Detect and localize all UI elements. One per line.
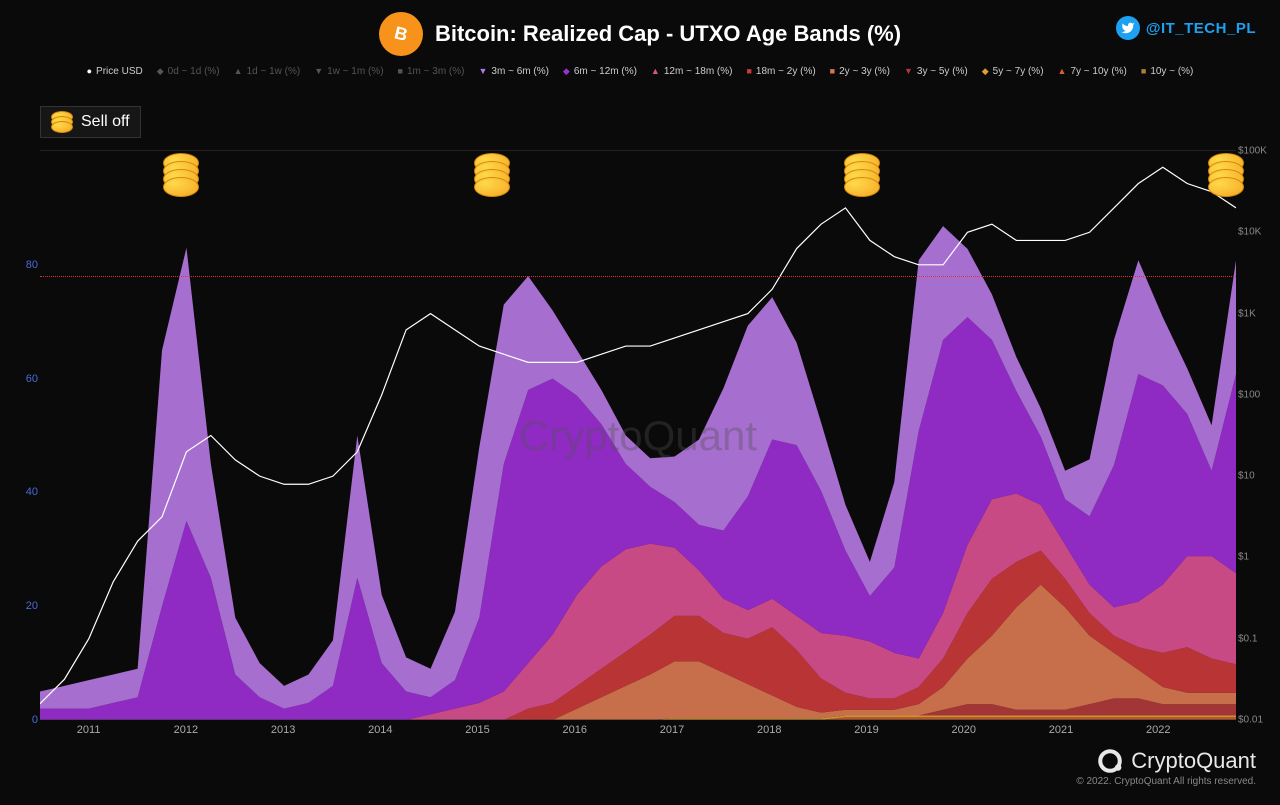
x-axis: 2011201220132014201520162017201820192020… <box>40 724 1236 738</box>
coin-marker-icon <box>474 153 510 197</box>
selloff-badge: Sell off <box>40 106 141 138</box>
legend-item[interactable]: ■10y ~ (%) <box>1141 66 1194 77</box>
y-left-axis: 020406080 <box>12 151 38 720</box>
legend: ●Price USD ◆0d ~ 1d (%) ▲1d ~ 1w (%) ▼1w ~ … <box>0 62 1280 85</box>
chart-plot <box>40 151 1236 720</box>
brand-name: CryptoQuant <box>1131 748 1256 774</box>
legend-item[interactable]: ◆6m ~ 12m (%) <box>563 66 637 77</box>
legend-item[interactable]: ▼3y ~ 5y (%) <box>904 66 968 77</box>
legend-item[interactable]: ■18m ~ 2y (%) <box>746 66 815 77</box>
twitter-handle-text: @IT_TECH_PL <box>1146 20 1256 37</box>
legend-item[interactable]: ◆0d ~ 1d (%) <box>157 66 220 77</box>
header: B Bitcoin: Realized Cap - UTXO Age Bands… <box>0 0 1280 62</box>
svg-text:B: B <box>392 22 409 45</box>
legend-item[interactable]: ■2y ~ 3y (%) <box>830 66 890 77</box>
legend-item[interactable]: ●Price USD <box>87 66 143 77</box>
twitter-handle[interactable]: @IT_TECH_PL <box>1116 16 1256 40</box>
copyright: © 2022. CryptoQuant All rights reserved. <box>1076 776 1256 787</box>
y-right-axis: $0.01$0.1$1$10$100$1K$10K$100K <box>1238 151 1278 720</box>
coin-marker-icon <box>1208 153 1244 197</box>
legend-item[interactable]: ▲7y ~ 10y (%) <box>1058 66 1127 77</box>
coin-stack-icon <box>51 111 73 133</box>
cryptoquant-logo-icon <box>1097 748 1123 774</box>
coin-marker-icon <box>844 153 880 197</box>
legend-item[interactable]: ■1m ~ 3m (%) <box>398 66 465 77</box>
legend-item[interactable]: ▲1d ~ 1w (%) <box>234 66 301 77</box>
legend-item[interactable]: ▼1w ~ 1m (%) <box>314 66 383 77</box>
threshold-line <box>40 276 1236 277</box>
bitcoin-logo-icon: B <box>379 12 423 56</box>
legend-item[interactable]: ◆5y ~ 7y (%) <box>982 66 1044 77</box>
coin-marker-icon <box>163 153 199 197</box>
branding: CryptoQuant © 2022. CryptoQuant All righ… <box>1076 748 1256 787</box>
legend-item[interactable]: ▲12m ~ 18m (%) <box>651 66 733 77</box>
twitter-icon <box>1116 16 1140 40</box>
selloff-label: Sell off <box>81 113 130 131</box>
chart-area: 020406080 $0.01$0.1$1$10$100$1K$10K$100K… <box>40 150 1236 720</box>
chart-title: Bitcoin: Realized Cap - UTXO Age Bands (… <box>435 21 901 47</box>
legend-item[interactable]: ▼3m ~ 6m (%) <box>478 66 548 77</box>
